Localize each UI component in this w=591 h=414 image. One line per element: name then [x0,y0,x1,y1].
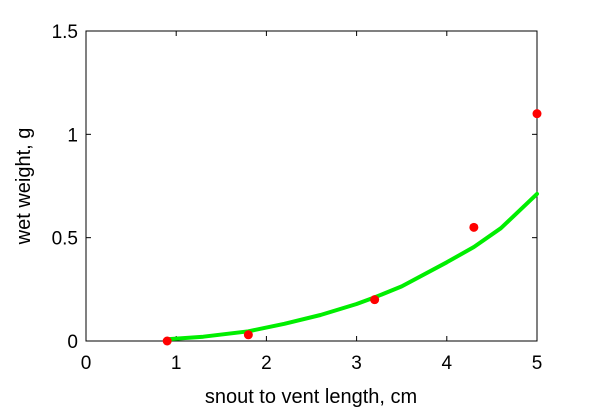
x-tick-label: 2 [261,353,272,374]
fit-curve [165,191,539,342]
data-point [469,222,479,232]
data-points-layer [162,109,542,346]
axis-tick-labels: 0 1 2 3 4 5 0 0.5 1 1.5 [52,22,543,374]
x-tick-label: 0 [81,353,92,374]
data-point [243,330,253,340]
x-tick-label: 5 [532,353,543,374]
data-point [370,295,380,305]
y-tick-label: 1.5 [52,22,78,43]
x-tick-label: 1 [171,353,182,374]
y-axis-label: wet weight, g [13,128,35,246]
y-tick-label: 0 [67,332,78,353]
fit-curve-layer [165,191,539,342]
y-tick-label: 0.5 [52,229,78,250]
plot-area [85,30,538,342]
y-tick-label: 1 [67,125,78,146]
data-point [162,336,172,346]
x-tick-label: 3 [351,353,362,374]
data-point [532,109,542,119]
axis-ticks [85,30,538,342]
x-axis-label: snout to vent length, cm [205,386,417,408]
x-tick-label: 4 [442,353,453,374]
